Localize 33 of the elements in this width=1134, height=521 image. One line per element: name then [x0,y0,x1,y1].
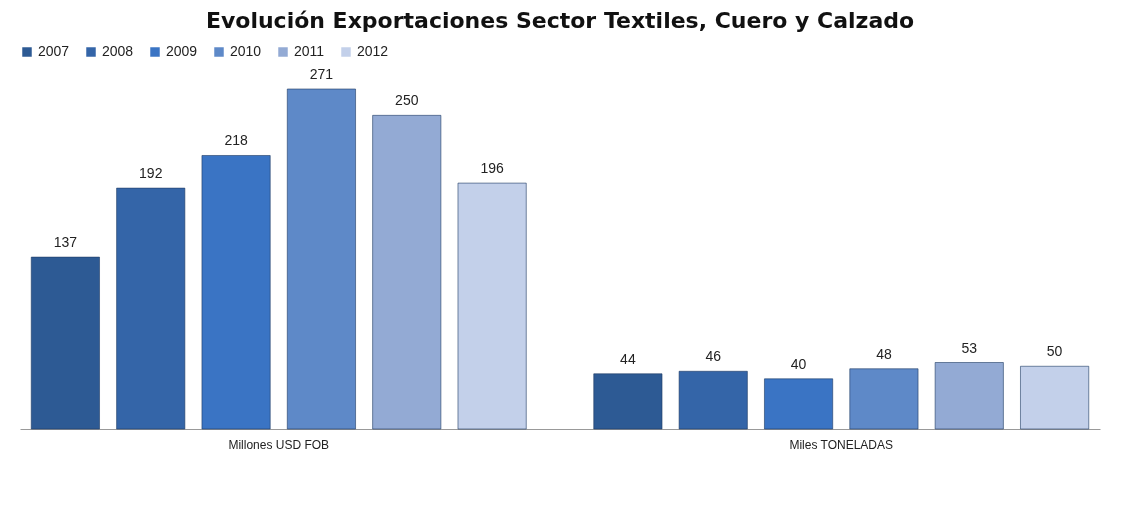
x-tick-label: Miles TONELADAS [789,437,894,452]
bar [372,115,442,430]
data-label: 271 [309,66,334,82]
data-label: 46 [705,348,722,365]
bar [934,362,1004,430]
data-label: 196 [480,160,504,177]
x-tick-label: Millones USD FOB [228,437,330,452]
bar [849,368,919,430]
data-label: 44 [620,350,636,367]
data-label: 48 [876,345,892,362]
bar [30,256,100,430]
data-label: 40 [790,355,807,372]
chart-title: Evolución Exportaciones Sector Textiles, Cuero y Calzado [205,8,915,33]
bar [764,378,834,430]
bar [116,187,186,430]
bar [1020,365,1090,430]
data-label: 218 [224,132,248,149]
bar [286,88,356,430]
data-label: 192 [139,165,163,182]
legend-label: 2008 [102,43,134,59]
legend-label: 2009 [166,43,198,59]
bar [678,370,748,430]
data-label: 250 [395,92,419,109]
data-label: 53 [961,339,978,356]
data-label: 137 [53,234,78,251]
bar [593,373,663,430]
bar [457,182,527,430]
legend-label: 2007 [38,43,70,59]
data-label: 50 [1046,343,1063,360]
legend-label: 2012 [357,43,389,59]
legend-label: 2010 [230,43,262,59]
bar [201,155,271,430]
legend-label: 2011 [294,43,325,59]
